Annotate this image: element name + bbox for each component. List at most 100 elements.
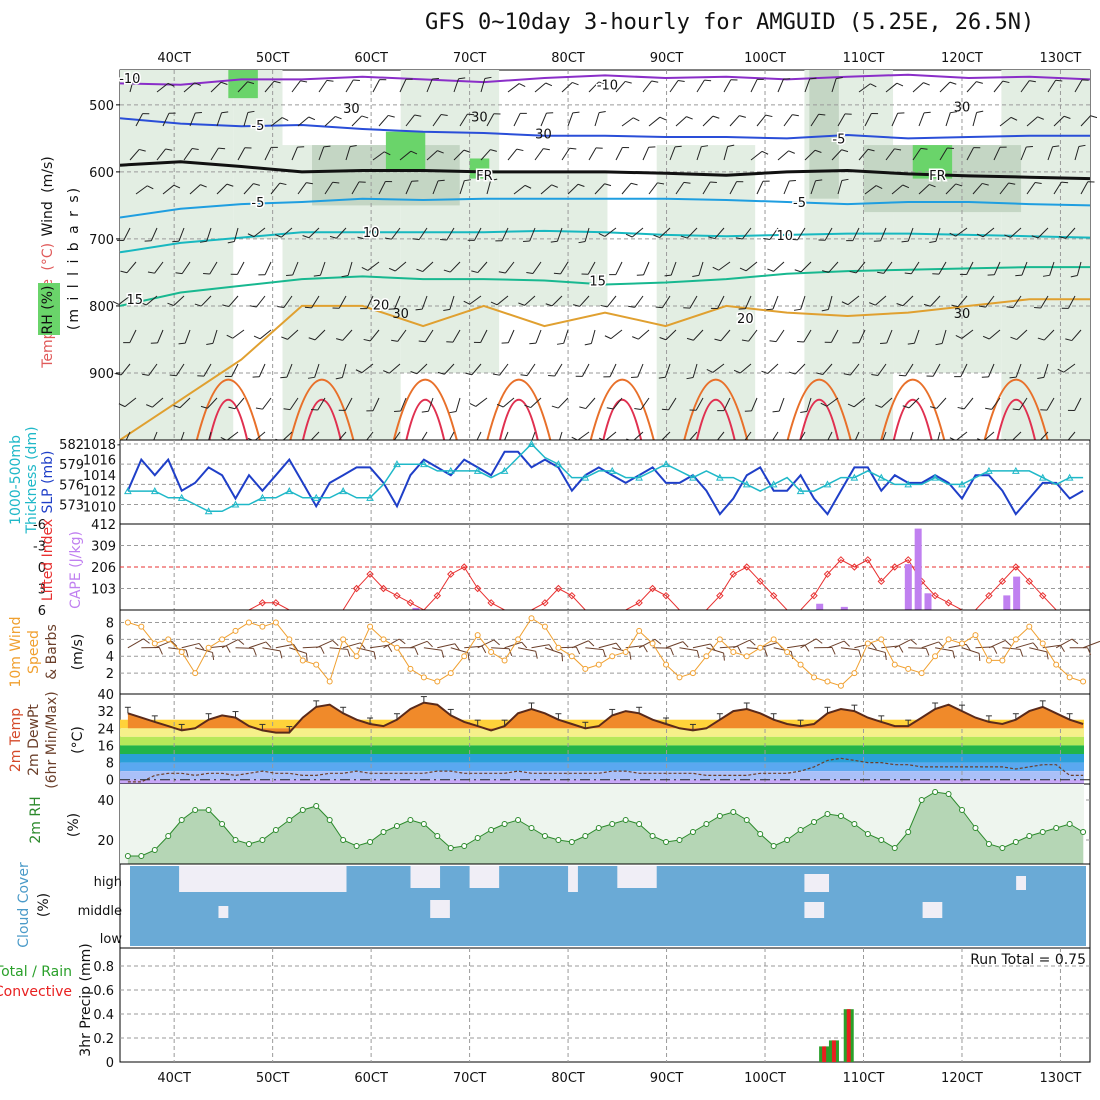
upper-barb-332	[939, 147, 954, 161]
rh-shade-moist-0	[228, 70, 258, 99]
rh-marker-0	[124, 853, 131, 859]
upper-barb-223	[675, 181, 691, 195]
upper-barb-2	[129, 148, 146, 161]
cape-bar-1	[816, 603, 824, 610]
slp-tick-3: 1012	[83, 485, 116, 500]
pressure-tick-4: 900	[89, 367, 114, 382]
upper-barb-229	[661, 397, 677, 411]
rh-shade-moist-1	[385, 131, 426, 172]
wind10m-panel: 8 6 4 2	[106, 609, 1100, 695]
upper-barb-202	[598, 227, 617, 237]
rh-marker-45	[730, 809, 737, 815]
precip-label-3: 3hr Precip (mm)	[78, 943, 94, 1056]
upper-barb-327	[898, 363, 914, 377]
rh-label-2: 30	[535, 127, 552, 142]
upper-barb-298	[864, 113, 879, 127]
wind10m-marker-68	[1039, 640, 1046, 647]
rh-marker-69	[1053, 825, 1060, 831]
upper-barb-125	[412, 227, 428, 241]
rh-marker-1	[138, 853, 145, 859]
wind10m-barb-53	[840, 647, 862, 658]
wind10m-marker-56	[878, 636, 885, 643]
upper-barb-41	[197, 363, 212, 377]
upper-barb-101	[372, 151, 391, 161]
upper-barb-270	[766, 295, 779, 311]
rh-marker-21	[407, 817, 414, 823]
upper-barb-266	[777, 150, 795, 161]
wind10m-barb-24	[450, 647, 470, 661]
wind10m-barb-35	[598, 642, 622, 650]
wind10m-label-2: Speed	[26, 630, 42, 674]
rh-marker-66	[1012, 839, 1019, 845]
thickness-marker-54	[850, 473, 859, 481]
upper-barb-44	[237, 81, 255, 93]
upper-barb-218	[634, 397, 650, 410]
thickness-tick-1: 579	[59, 458, 84, 473]
wind10m-label-4: (m/s)	[70, 634, 86, 671]
upper-barb-361	[985, 397, 1001, 410]
upper-barb-81	[302, 227, 320, 239]
slp-tick-0: 1018	[83, 438, 116, 453]
upper-barb-295	[820, 397, 839, 407]
x-tick-bottom-8: 120CT	[941, 1071, 983, 1086]
thick-ylabel-1: 1000-500mb	[8, 435, 24, 525]
wind10m-marker-0	[124, 619, 131, 626]
upper-barb-151	[465, 363, 482, 376]
upper-barb-388	[1080, 181, 1095, 195]
rh-marker-47	[757, 831, 764, 837]
upper-barb-86	[311, 397, 326, 411]
precip-label-2: Convective	[0, 984, 72, 1000]
upper-barb-108	[366, 397, 380, 412]
rh-marker-37	[622, 817, 629, 823]
wind10m-marker-35	[595, 661, 602, 668]
rh-marker-49	[784, 837, 791, 843]
upper-barb-390	[1070, 261, 1082, 278]
isotherm-label-1: -5	[251, 119, 264, 134]
upper-barb-93	[341, 261, 353, 278]
rh-marker-39	[649, 833, 656, 839]
upper-barb-117	[391, 329, 407, 342]
wind10m-tick-0: 8	[106, 616, 114, 631]
upper-barb-115	[388, 261, 407, 272]
wind10m-speed-line	[127, 617, 1084, 687]
hot-dome-2	[405, 398, 446, 441]
rh-marker-41	[676, 837, 683, 843]
isotherm-label-9: 10	[776, 229, 793, 244]
upper-barb-341	[966, 81, 983, 93]
warm-dome-1	[289, 378, 355, 441]
x-tick-top-1: 50CT	[256, 51, 290, 66]
rh-label-5: 30	[954, 307, 971, 322]
upper-barb-272	[761, 363, 779, 375]
upper-barb-0	[129, 76, 141, 93]
rh-marker-32	[555, 837, 562, 843]
wind10m-barb-17	[356, 647, 376, 660]
upper-barb-204	[600, 295, 617, 308]
wind10m-marker-29	[515, 636, 522, 643]
upper-barb-127	[415, 295, 428, 311]
cape-tick-0: 412	[91, 518, 116, 533]
upper-barb-63	[252, 363, 266, 378]
wind10m-marker-67	[1026, 623, 1033, 630]
upper-barb-370	[1010, 329, 1028, 341]
wind10m-marker-10	[259, 623, 266, 630]
warm-dome-6	[786, 378, 852, 441]
upper-barb-85	[307, 363, 320, 379]
upper-barb-323	[901, 227, 914, 243]
cloud-cover-fill	[130, 866, 1086, 946]
upper-barb-292	[821, 295, 833, 312]
upper-barb-161	[501, 329, 515, 344]
thickness-marker-42	[689, 473, 697, 481]
thickness-marker-16	[339, 487, 347, 495]
upper-barb-17	[139, 295, 158, 306]
upper-barb-311	[891, 184, 910, 195]
upper-barb-254	[756, 114, 773, 127]
upper-barb-193	[573, 295, 590, 307]
thickness-marker-34	[581, 473, 590, 481]
thickness-marker-14	[312, 493, 321, 501]
upper-barb-275	[804, 77, 817, 93]
wind10m-barb-12	[289, 647, 308, 661]
upper-barb-300	[864, 185, 883, 195]
upper-barb-45	[243, 110, 255, 127]
x-tick-bottom-5: 90CT	[650, 1071, 684, 1086]
upper-barb-198	[615, 80, 632, 93]
